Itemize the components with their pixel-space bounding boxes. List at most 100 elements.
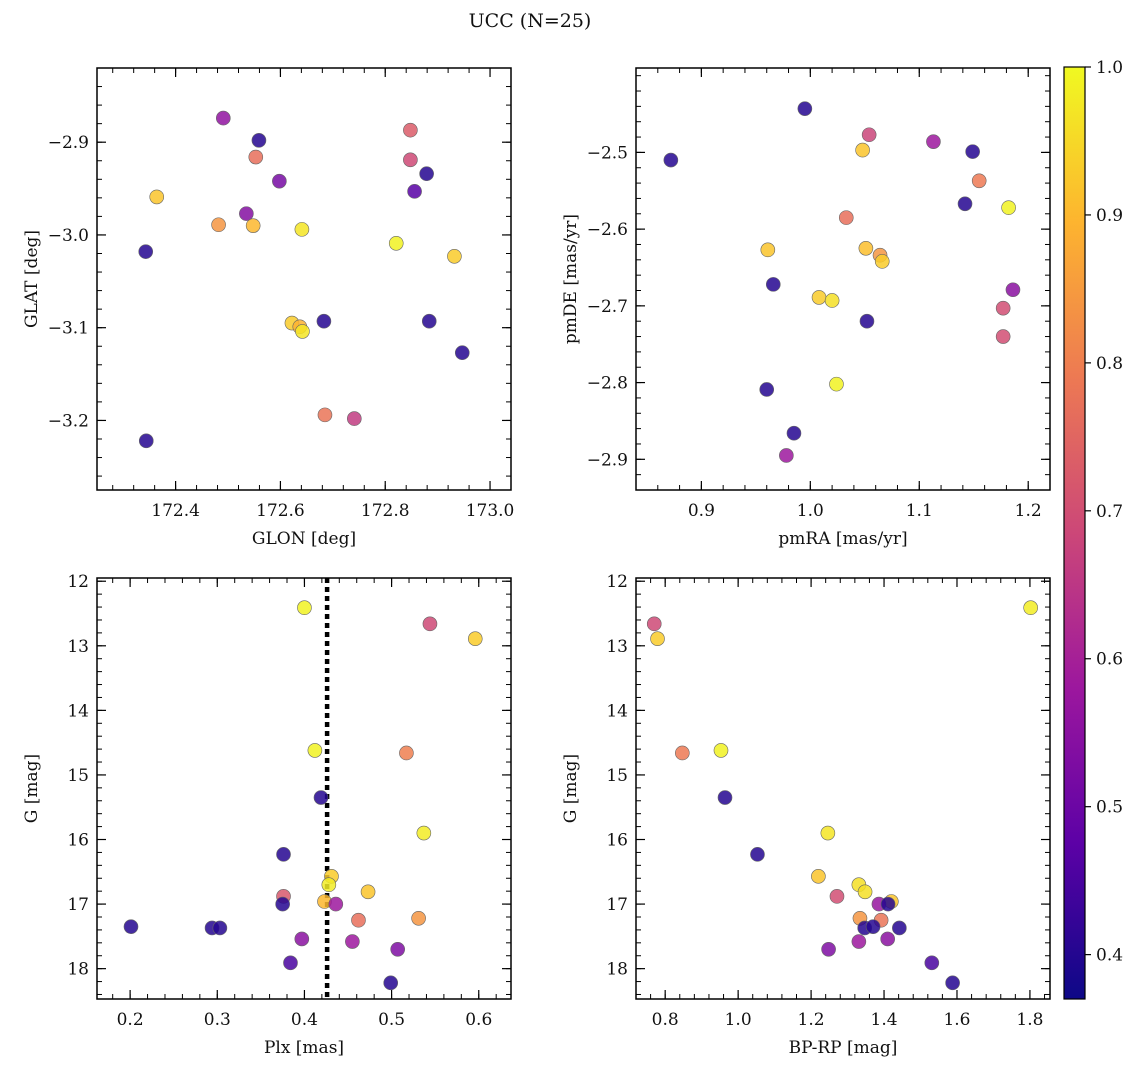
data-point [838,210,854,225]
data-point [1005,282,1021,298]
data-point [779,448,794,463]
data-point [407,184,422,199]
colorbar-tick-label: 0.8 [1096,354,1123,374]
data-point [892,920,907,936]
y-tick-label: −2.5 [587,143,628,163]
data-point [1023,600,1038,616]
data-point [965,144,980,159]
x-tick-label: 0.9 [688,501,715,521]
data-point [390,941,405,957]
data-point [995,329,1011,344]
panel-3: 0.2 0.3 0.4 0.5 0.6 12 13 14 15 16 17 18 Plx [mas] G … [22,572,512,1058]
x-tick-label: 172.4 [151,501,200,521]
x-tick-label: 172.8 [361,501,410,521]
colorbar-tick-label: 1.0 [1096,58,1123,78]
data-point [865,919,881,934]
x-tick-label: 1.8 [1016,1010,1043,1030]
data-point [251,133,267,148]
data-point [1001,200,1016,215]
y-tick-label: 14 [67,701,89,721]
y-tick-label: −2.9 [48,133,89,153]
y-axis-label: G [mag] [22,754,42,823]
data-point [248,149,264,165]
y-tick-label: −3.1 [48,319,89,339]
data-point [760,242,776,258]
y-tick-label: 18 [67,960,89,980]
plot-frame [635,67,1051,491]
colorbar-tick-label: 0.7 [1096,502,1123,522]
data-point [316,313,332,329]
x-tick-label: 0.6 [465,1010,492,1030]
x-tick-label: 1.0 [797,501,824,521]
data-point [454,345,470,361]
data-point [874,254,890,269]
data-point [403,122,418,138]
data-point [360,884,376,900]
data-point [411,910,426,926]
data-point [957,196,973,212]
data-point [945,975,960,991]
y-tick-label: 17 [606,895,628,915]
data-point [317,407,333,423]
data-point [675,745,690,761]
data-point [421,313,437,329]
y-tick-label: −2.7 [587,297,628,317]
data-point [663,152,679,168]
data-point [971,173,987,189]
data-point [924,955,940,971]
data-point [321,877,337,893]
y-tick-label: −3.0 [48,226,89,246]
data-point [821,941,836,957]
data-point [388,235,404,251]
data-point [713,743,729,758]
data-point [926,134,941,149]
y-tick-label: 12 [606,572,628,592]
data-point [313,790,329,805]
data-point [650,631,665,646]
panels: 172.4 172.6 172.8 173.0 −3.2 −3.1 −3.0 −2.9 GLON… [22,67,1051,1058]
data-point [422,616,438,632]
x-tick-label: 1.1 [906,501,933,521]
panel-4: 0.8 1.0 1.2 1.4 1.6 1.8 12 13 14 15 16 17 18 BP-RP [m… [561,572,1051,1058]
data-point [811,290,827,305]
colorbar: 0.4 0.5 0.6 0.7 0.8 0.9 1.0 [1063,58,1123,1000]
data-point [419,166,434,182]
x-axis-label: Plx [mas] [264,1038,344,1058]
data-point [467,631,483,646]
data-point [995,300,1011,316]
x-tick-label: 0.2 [117,1010,144,1030]
data-point [215,110,231,126]
plot-frame [635,577,1051,1000]
data-point [297,600,312,616]
data-point [858,241,874,256]
y-tick-label: −3.2 [48,411,89,431]
data-point [123,919,139,934]
data-point [345,934,360,949]
plot-frame [96,67,512,491]
data-point [383,975,399,991]
colorbar-tick-label: 0.9 [1096,206,1123,226]
y-tick-label: 18 [606,960,628,980]
y-axis-label: GLAT [deg] [22,230,42,328]
data-point [138,433,154,449]
data-point [211,217,226,233]
data-point [851,934,867,949]
data-point [295,324,310,339]
x-tick-label: 1.6 [943,1010,970,1030]
x-tick-label: 1.4 [871,1010,898,1030]
data-point [416,825,432,841]
data-point [861,127,877,143]
data-point [239,206,254,221]
data-point [294,931,310,947]
data-point [857,884,873,900]
y-tick-label: 17 [67,895,89,915]
y-tick-label: 14 [606,701,628,721]
data-point [447,248,462,264]
data-point [765,277,781,292]
x-axis-label: GLON [deg] [252,529,356,549]
data-point [347,411,362,426]
y-tick-label: −2.6 [587,220,628,240]
x-tick-label: 1.2 [1015,501,1042,521]
panel-1: 172.4 172.6 172.8 173.0 −3.2 −3.1 −3.0 −2.9 GLON… [22,67,514,549]
